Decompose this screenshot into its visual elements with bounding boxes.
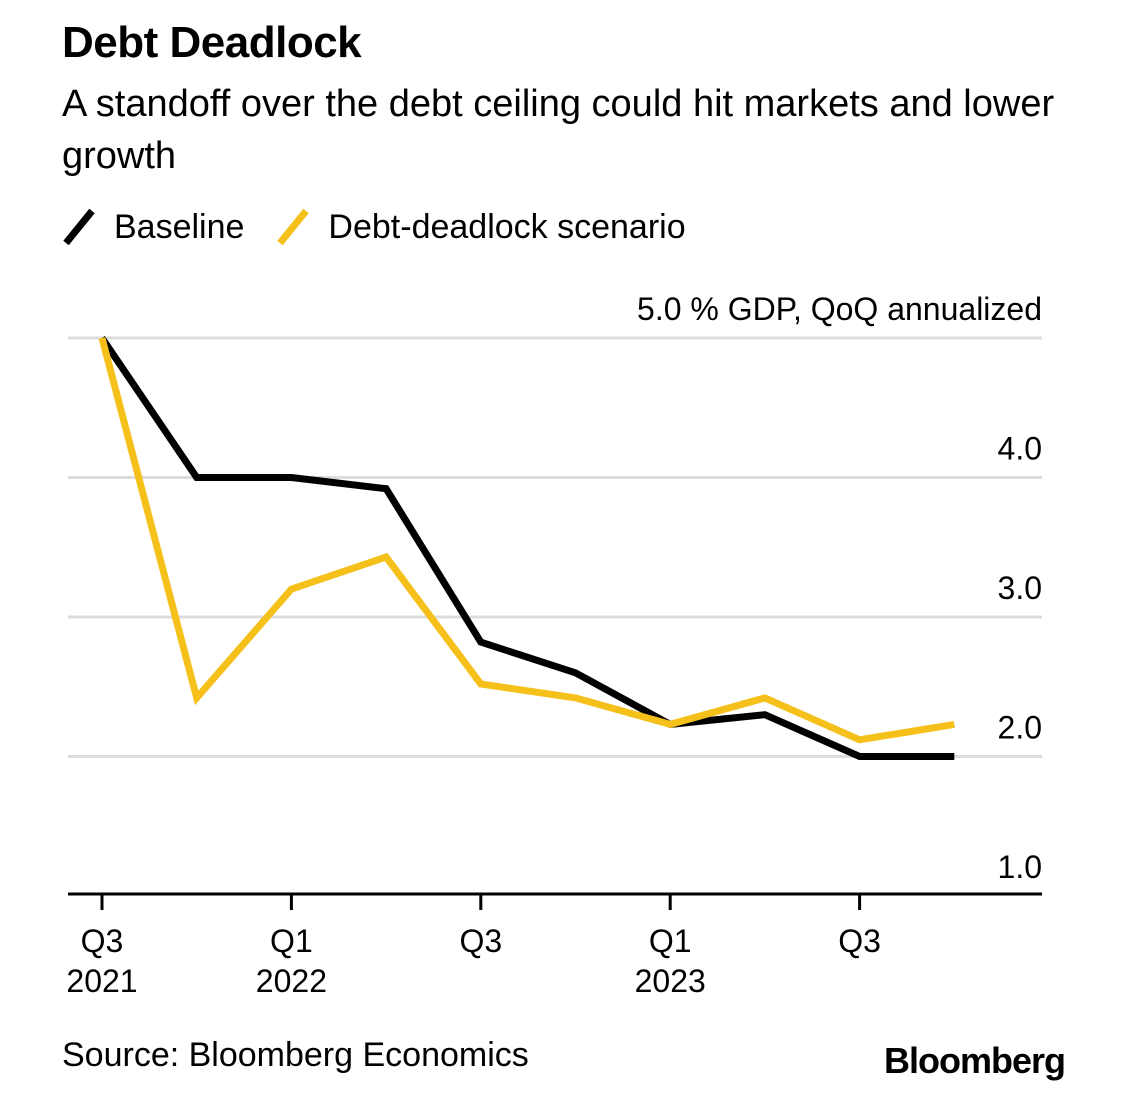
legend-item-baseline: Baseline	[62, 207, 244, 247]
y-tick-label: 2.0	[998, 710, 1042, 746]
x-tick-label: Q3	[459, 923, 502, 959]
x-tick-year-label: 2022	[256, 963, 327, 999]
legend: Baseline Debt-deadlock scenario	[62, 204, 718, 250]
y-tick-label: 3.0	[998, 570, 1042, 606]
x-tick-label: Q1	[270, 923, 313, 959]
x-tick-year-label: 2023	[635, 963, 706, 999]
chart-title: Debt Deadlock	[62, 18, 362, 67]
y-axis-top-label: 5.0 % GDP, QoQ annualized	[637, 291, 1042, 327]
source-note: Source: Bloomberg Economics	[62, 1036, 529, 1074]
x-tick-label: Q1	[649, 923, 692, 959]
bloomberg-logo: Bloomberg	[883, 1040, 1066, 1081]
x-tick-label: Q3	[838, 923, 881, 959]
legend-swatch-baseline	[62, 207, 96, 247]
baseline-series-line	[99, 336, 955, 760]
legend-label-scenario: Debt-deadlock scenario	[328, 207, 686, 246]
legend-swatch-scenario	[276, 207, 310, 247]
legend-label-baseline: Baseline	[114, 207, 245, 246]
x-tick-label: Q3	[81, 923, 124, 959]
chart-subtitle: A standoff over the debt ceiling could h…	[62, 83, 1055, 177]
y-tick-label: 4.0	[998, 431, 1042, 467]
scenario-series-line	[98, 337, 955, 744]
x-tick-year-label: 2021	[66, 963, 137, 999]
legend-item-scenario: Debt-deadlock scenario	[276, 207, 686, 247]
y-tick-label: 1.0	[998, 849, 1042, 885]
